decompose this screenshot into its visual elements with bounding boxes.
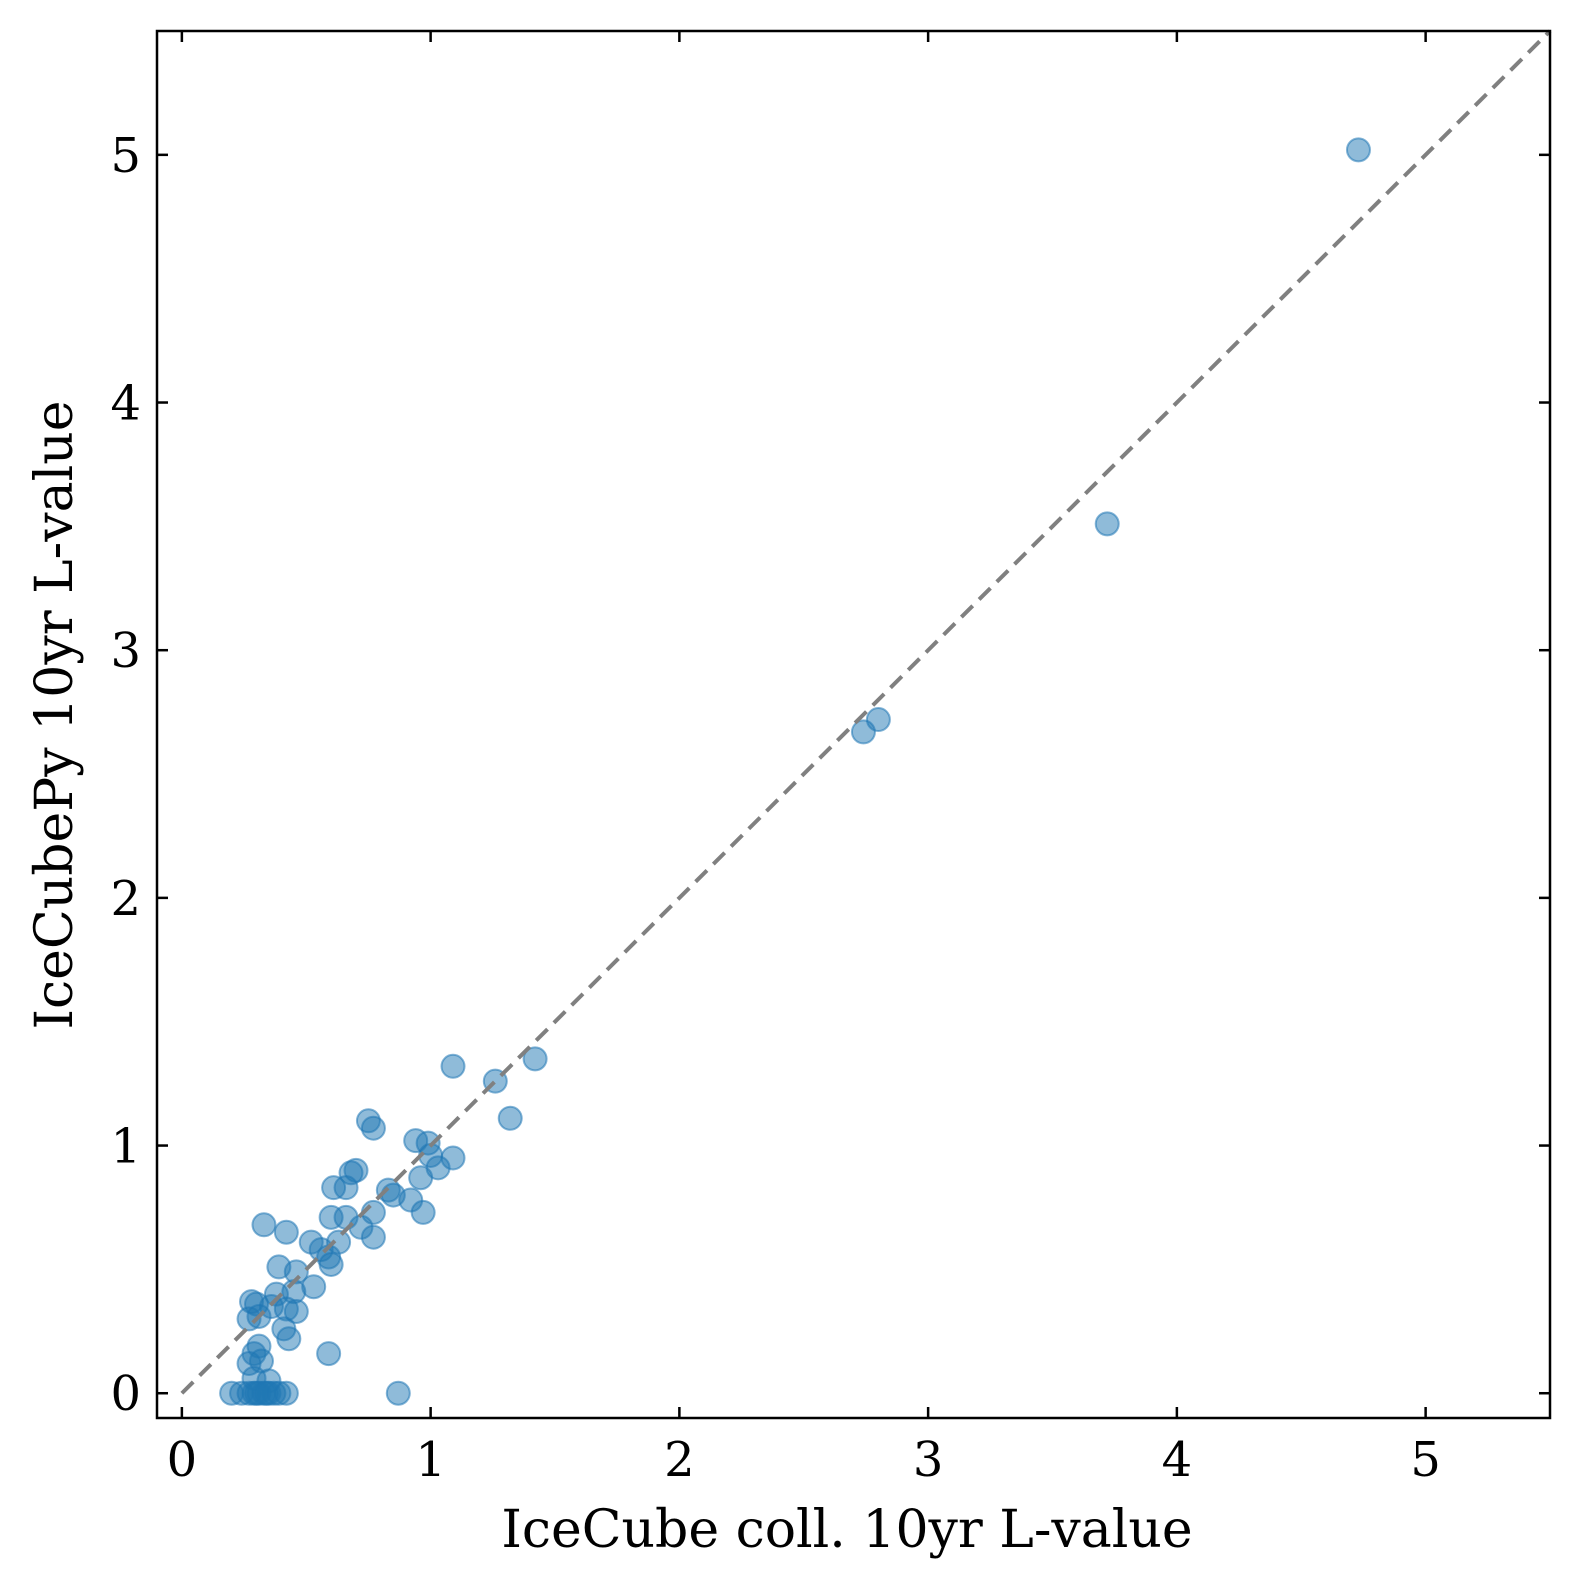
x-tick-label: 1 xyxy=(415,1432,446,1488)
identity-reference-line xyxy=(180,29,1552,1395)
data-point xyxy=(360,1224,386,1250)
data-point xyxy=(253,1380,279,1406)
data-point xyxy=(410,1199,436,1225)
data-point xyxy=(440,1053,466,1079)
data-point xyxy=(276,1326,302,1352)
data-point xyxy=(316,1341,342,1367)
y-tick-label: 3 xyxy=(110,623,141,679)
y-tick-label: 1 xyxy=(110,1119,141,1175)
x-tick-label: 2 xyxy=(664,1432,695,1488)
data-point xyxy=(850,719,876,745)
data-point xyxy=(385,1380,411,1406)
x-tick-label: 0 xyxy=(167,1432,198,1488)
y-tick-label: 0 xyxy=(110,1366,141,1422)
x-axis-label: IceCube coll. 10yr L-value xyxy=(501,1500,1192,1560)
data-point xyxy=(1345,137,1371,163)
tick-labels: 0 1 2 3 4 5 0 1 2 3 4 5 xyxy=(110,128,1440,1488)
data-point xyxy=(360,1115,386,1141)
data-point xyxy=(273,1219,299,1245)
x-tick-label: 4 xyxy=(1162,1432,1193,1488)
y-axis-label: IceCubePy 10yr L-value xyxy=(25,401,85,1030)
data-point xyxy=(522,1046,548,1072)
y-tick-label: 5 xyxy=(110,128,141,184)
data-point xyxy=(318,1251,344,1277)
x-tick-label: 3 xyxy=(913,1432,944,1488)
y-tick-label: 2 xyxy=(110,871,141,927)
data-point xyxy=(1094,511,1120,537)
data-point xyxy=(497,1105,523,1131)
data-point xyxy=(283,1298,309,1324)
data-point xyxy=(251,1212,277,1238)
data-point xyxy=(408,1165,434,1191)
y-tick-label: 4 xyxy=(110,376,141,432)
plot-area-frame xyxy=(155,29,1552,1420)
data-point xyxy=(333,1175,359,1201)
x-tick-label: 5 xyxy=(1410,1432,1441,1488)
data-points xyxy=(219,137,1371,1406)
axis-ticks xyxy=(157,31,1550,1418)
